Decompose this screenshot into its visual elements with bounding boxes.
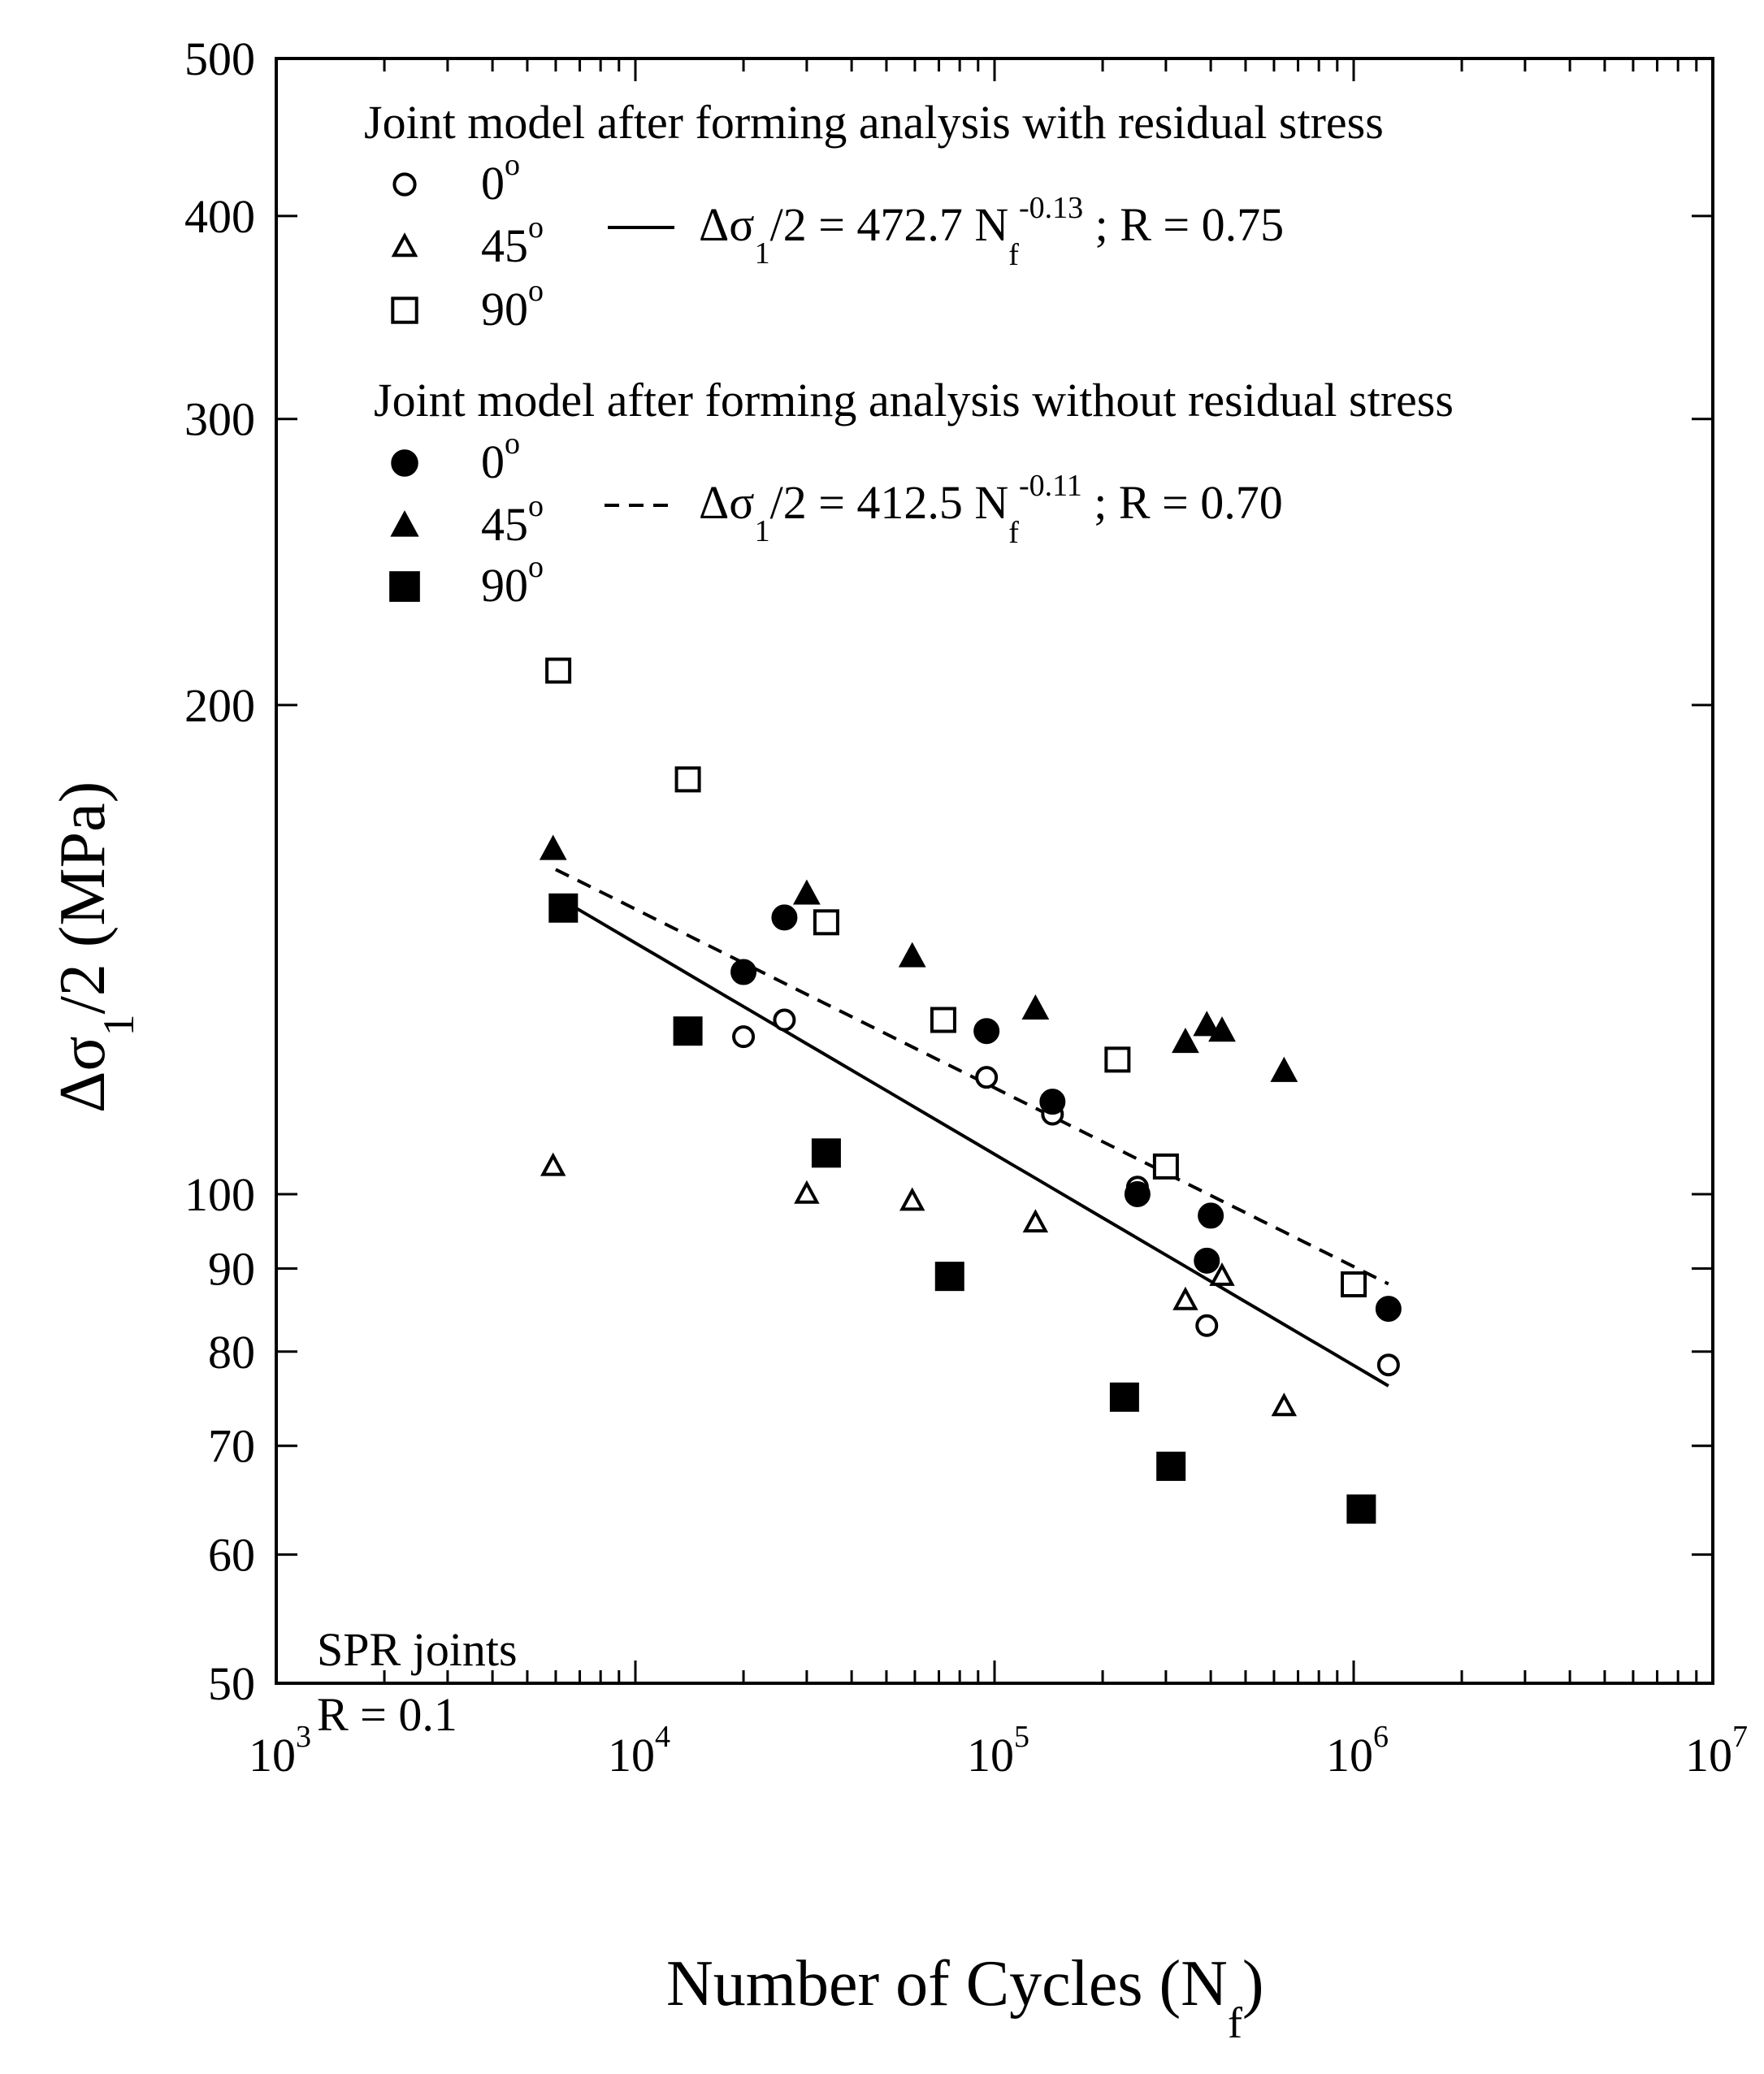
y-tick-label: 90 <box>208 1242 255 1295</box>
data-point-circle-filled <box>730 959 757 985</box>
data-point-circle-open <box>975 1066 999 1089</box>
data-point-triangle-filled <box>539 834 567 860</box>
fit2-sub1: 1 <box>755 514 770 548</box>
data-point-square-open <box>1341 1271 1367 1297</box>
data-point-circle-filled <box>1124 1180 1151 1207</box>
legend-marker-triangle-filled <box>390 510 419 537</box>
data-point-square-open <box>1104 1046 1131 1073</box>
data-point-square-filled <box>934 1262 964 1292</box>
data-point-triangle-filled <box>1270 1056 1298 1082</box>
legend-entry-label: 0o <box>481 426 520 488</box>
fit-line-solid <box>554 894 1389 1388</box>
legend-entry-label: 0o <box>481 148 520 210</box>
data-point-circle-filled <box>1198 1202 1224 1229</box>
legend-marker-square-filled <box>389 571 420 602</box>
legend-marker-triangle-open <box>391 232 418 258</box>
data-point-circle-open <box>1376 1353 1400 1377</box>
y-tick-label: 200 <box>184 679 255 732</box>
fit2-exp: -0.11 <box>1019 469 1082 503</box>
data-point-square-filled <box>1109 1382 1139 1412</box>
data-point-triangle-filled <box>1193 1011 1221 1037</box>
x-tick-label: 104 <box>608 1720 670 1782</box>
x-tick-label: 107 <box>1685 1720 1748 1782</box>
data-point-square-open <box>545 657 572 684</box>
legend-marker-circle-filled <box>391 449 418 477</box>
legend-marker-square-open <box>391 297 418 324</box>
data-point-circle-filled <box>1194 1247 1220 1274</box>
fit2-pre: Δσ <box>699 476 755 529</box>
y-tick-label: 100 <box>184 1168 255 1221</box>
data-point-triangle-open <box>540 1152 566 1176</box>
y-tick-label: 60 <box>208 1529 255 1582</box>
data-point-square-open <box>674 766 701 793</box>
data-point-circle-open <box>1195 1314 1219 1337</box>
data-point-triangle-filled <box>1021 994 1050 1020</box>
data-point-circle-open <box>732 1025 756 1049</box>
fit1-pre: Δσ <box>699 198 755 251</box>
legend-entry-label: 90o <box>481 274 544 336</box>
y-axis-label-suffix: /2 (MPa) <box>47 782 119 1015</box>
legend-group-1-title: Joint model after forming analysis with … <box>364 96 1384 149</box>
data-point-circle-filled <box>771 904 798 931</box>
data-point-triangle-open <box>794 1180 820 1204</box>
annotation-line-2: R = 0.1 <box>317 1688 457 1741</box>
data-point-triangle-open <box>1172 1286 1198 1310</box>
legend-entry-label: 90o <box>481 550 544 612</box>
fit2-post: ; R = 0.70 <box>1082 476 1283 529</box>
fit2-sub2: f <box>1008 516 1019 550</box>
plot-area-frame <box>275 57 1714 1685</box>
data-point-triangle-open <box>1022 1209 1049 1233</box>
y-tick-label: 80 <box>208 1326 255 1379</box>
data-point-square-filled <box>811 1138 841 1168</box>
annotation-line-1: SPR joints <box>317 1623 518 1676</box>
y-tick-label: 70 <box>208 1420 255 1473</box>
data-point-square-filled <box>1156 1451 1186 1481</box>
legend-entry-label: 45o <box>481 489 544 551</box>
legend-marker-circle-open <box>392 172 417 197</box>
y-axis-label-prefix: Δσ <box>47 1036 119 1113</box>
data-point-circle-filled <box>1039 1089 1066 1115</box>
data-point-square-filled <box>548 893 579 923</box>
fit1-sub2: f <box>1008 238 1019 272</box>
data-point-triangle-filled <box>1208 1016 1236 1042</box>
data-point-square-open <box>813 909 839 936</box>
x-tick-label: 106 <box>1326 1720 1389 1782</box>
data-point-triangle-open <box>1271 1392 1298 1417</box>
y-axis-label: Δσ1/2 (MPa) <box>47 782 143 1113</box>
y-tick-label: 500 <box>184 32 255 85</box>
data-point-square-open <box>930 1007 956 1033</box>
data-point-square-filled <box>1346 1494 1376 1524</box>
x-axis-label-close: ) <box>1242 1948 1264 2020</box>
y-tick-label: 400 <box>184 190 255 243</box>
data-point-square-filled <box>673 1016 703 1046</box>
data-point-triangle-filled <box>1172 1028 1199 1054</box>
legend-fit-equation-2: Δσ1/2 = 412.5 Nf-0.11 ; R = 0.70 <box>699 469 1283 550</box>
data-point-triangle-filled <box>793 879 821 905</box>
fit1-mid: /2 = 472.7 N <box>770 198 1009 251</box>
x-axis-label: Number of Cycles (Nf) <box>666 1948 1264 2047</box>
data-point-triangle-open <box>1209 1262 1235 1286</box>
data-point-circle-filled <box>1375 1296 1402 1323</box>
x-tick-label: 105 <box>967 1720 1029 1782</box>
fit2-mid: /2 = 412.5 N <box>770 476 1009 529</box>
data-point-circle-open <box>773 1008 796 1032</box>
y-tick-label: 50 <box>208 1657 255 1710</box>
fit1-sub1: 1 <box>755 236 770 271</box>
y-tick-label: 300 <box>184 393 255 446</box>
fit1-post: ; R = 0.75 <box>1083 198 1284 251</box>
fit1-exp: -0.13 <box>1019 191 1083 225</box>
data-point-circle-filled <box>973 1018 1000 1045</box>
y-axis-label-sub: 1 <box>94 1014 143 1036</box>
fit-line-dashed <box>555 868 1389 1286</box>
legend-entry-label: 45o <box>481 210 544 272</box>
data-point-triangle-open <box>899 1187 925 1211</box>
data-point-triangle-filled <box>898 942 926 968</box>
legend-group-2-title: Joint model after forming analysis witho… <box>374 374 1454 426</box>
legend-fit-equation-1: Δσ1/2 = 472.7 Nf-0.13 ; R = 0.75 <box>699 191 1284 272</box>
x-axis-label-sub: f <box>1228 1998 1242 2047</box>
x-axis-label-main: Number of Cycles (N <box>666 1948 1228 2020</box>
data-point-square-open <box>1152 1153 1179 1180</box>
x-tick-label: 103 <box>249 1720 311 1782</box>
